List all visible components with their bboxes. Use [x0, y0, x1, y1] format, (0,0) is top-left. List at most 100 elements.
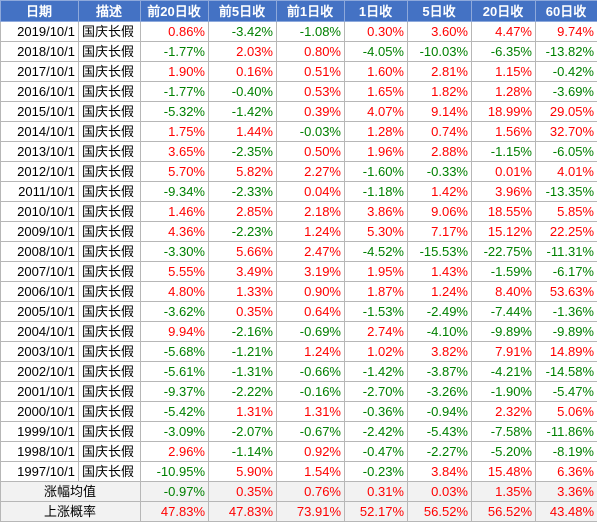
date-cell: 1999/10/1	[1, 422, 79, 442]
date-cell: 2004/10/1	[1, 322, 79, 342]
return-cell: 0.86%	[141, 22, 209, 42]
column-header: 60日收	[536, 1, 597, 22]
return-cell: 4.36%	[141, 222, 209, 242]
return-cell: 9.74%	[536, 22, 597, 42]
description-cell: 国庆长假	[79, 382, 141, 402]
return-cell: -5.42%	[141, 402, 209, 422]
return-cell: 18.55%	[472, 202, 536, 222]
return-cell: 3.84%	[408, 462, 472, 482]
return-cell: 4.01%	[536, 162, 597, 182]
return-cell: -0.16%	[277, 382, 345, 402]
return-cell: -1.59%	[472, 262, 536, 282]
return-cell: -13.35%	[536, 182, 597, 202]
return-cell: 1.28%	[472, 82, 536, 102]
return-cell: 29.05%	[536, 102, 597, 122]
date-cell: 2010/10/1	[1, 202, 79, 222]
return-cell: 1.42%	[408, 182, 472, 202]
return-cell: -0.40%	[209, 82, 277, 102]
return-cell: -7.44%	[472, 302, 536, 322]
return-cell: 0.53%	[277, 82, 345, 102]
return-cell: 15.12%	[472, 222, 536, 242]
return-cell: -22.75%	[472, 242, 536, 262]
return-cell: 1.65%	[345, 82, 408, 102]
return-cell: 0.51%	[277, 62, 345, 82]
summary-value-cell: 3.36%	[536, 482, 597, 502]
date-cell: 2001/10/1	[1, 382, 79, 402]
return-cell: -2.16%	[209, 322, 277, 342]
summary-value-cell: 43.48%	[536, 502, 597, 522]
return-cell: -3.69%	[536, 82, 597, 102]
return-cell: -1.18%	[345, 182, 408, 202]
return-cell: 1.28%	[345, 122, 408, 142]
date-cell: 2017/10/1	[1, 62, 79, 82]
return-cell: -1.90%	[472, 382, 536, 402]
return-cell: 0.80%	[277, 42, 345, 62]
return-cell: -3.30%	[141, 242, 209, 262]
return-cell: -11.86%	[536, 422, 597, 442]
description-cell: 国庆长假	[79, 322, 141, 342]
return-cell: 3.49%	[209, 262, 277, 282]
return-cell: -7.58%	[472, 422, 536, 442]
return-cell: -1.77%	[141, 42, 209, 62]
return-cell: -6.17%	[536, 262, 597, 282]
description-cell: 国庆长假	[79, 22, 141, 42]
return-cell: 53.63%	[536, 282, 597, 302]
return-cell: 4.07%	[345, 102, 408, 122]
return-cell: 0.50%	[277, 142, 345, 162]
return-cell: -3.26%	[408, 382, 472, 402]
return-cell: -15.53%	[408, 242, 472, 262]
date-cell: 2000/10/1	[1, 402, 79, 422]
return-cell: -0.66%	[277, 362, 345, 382]
column-header: 1日收	[345, 1, 408, 22]
return-cell: 3.96%	[472, 182, 536, 202]
description-cell: 国庆长假	[79, 262, 141, 282]
return-cell: 1.75%	[141, 122, 209, 142]
return-cell: 15.48%	[472, 462, 536, 482]
return-cell: 6.36%	[536, 462, 597, 482]
description-cell: 国庆长假	[79, 62, 141, 82]
date-cell: 2019/10/1	[1, 22, 79, 42]
return-cell: -1.60%	[345, 162, 408, 182]
return-cell: -9.89%	[536, 322, 597, 342]
return-cell: -5.32%	[141, 102, 209, 122]
return-cell: -0.36%	[345, 402, 408, 422]
return-cell: -1.36%	[536, 302, 597, 322]
return-cell: -3.87%	[408, 362, 472, 382]
return-cell: -4.05%	[345, 42, 408, 62]
return-cell: 3.19%	[277, 262, 345, 282]
return-cell: 14.89%	[536, 342, 597, 362]
summary-label: 涨幅均值	[1, 482, 141, 502]
return-cell: -5.68%	[141, 342, 209, 362]
return-cell: 8.40%	[472, 282, 536, 302]
return-cell: 2.32%	[472, 402, 536, 422]
return-cell: -0.23%	[345, 462, 408, 482]
return-cell: 1.90%	[141, 62, 209, 82]
description-cell: 国庆长假	[79, 182, 141, 202]
return-cell: 1.24%	[277, 342, 345, 362]
summary-value-cell: 56.52%	[472, 502, 536, 522]
return-cell: 0.74%	[408, 122, 472, 142]
summary-value-cell: 0.31%	[345, 482, 408, 502]
return-cell: 22.25%	[536, 222, 597, 242]
summary-value-cell: 0.35%	[209, 482, 277, 502]
return-cell: -3.09%	[141, 422, 209, 442]
return-cell: -6.35%	[472, 42, 536, 62]
return-cell: 5.70%	[141, 162, 209, 182]
return-cell: 2.74%	[345, 322, 408, 342]
description-cell: 国庆长假	[79, 422, 141, 442]
date-cell: 2015/10/1	[1, 102, 79, 122]
description-cell: 国庆长假	[79, 142, 141, 162]
return-cell: 1.82%	[408, 82, 472, 102]
summary-value-cell: 0.03%	[408, 482, 472, 502]
return-cell: 1.54%	[277, 462, 345, 482]
date-cell: 2016/10/1	[1, 82, 79, 102]
summary-row: 涨幅均值-0.97%0.35%0.76%0.31%0.03%1.35%3.36%	[1, 482, 597, 502]
